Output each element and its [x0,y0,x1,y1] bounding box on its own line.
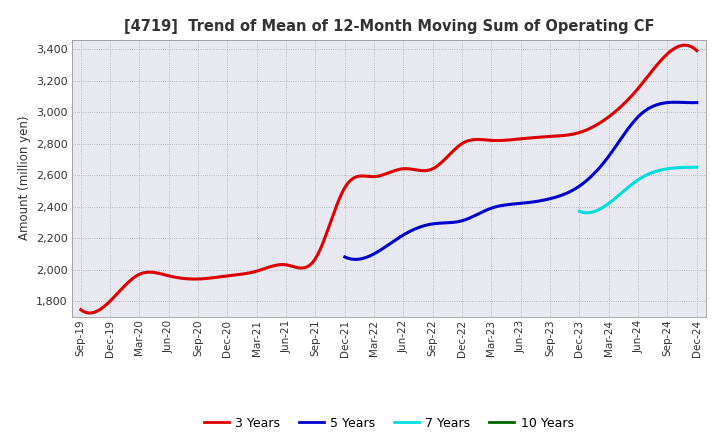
Line: 3 Years: 3 Years [81,45,697,313]
5 Years [557,193,566,198]
3 Years [456,143,464,148]
3 Years [444,154,452,159]
Line: 7 Years: 7 Years [580,167,697,213]
3 Years [693,48,701,53]
3 Years [78,308,87,314]
Line: 5 Years: 5 Years [345,102,697,260]
7 Years [645,171,654,176]
5 Years [552,194,560,200]
Title: [4719]  Trend of Mean of 12-Month Moving Sum of Operating CF: [4719] Trend of Mean of 12-Month Moving … [124,19,654,34]
5 Years [639,110,647,115]
5 Years [351,257,360,262]
5 Years [693,100,701,105]
5 Years [671,99,680,105]
7 Years [693,165,701,170]
3 Years [76,307,85,312]
5 Years [661,100,670,106]
7 Years [682,165,690,170]
7 Years [582,210,591,216]
3 Years [680,43,689,48]
7 Years [575,209,584,214]
5 Years [342,255,351,260]
7 Years [645,171,654,176]
7 Years [647,170,656,176]
Y-axis label: Amount (million yen): Amount (million yen) [17,116,30,240]
3 Years [445,152,454,157]
3 Years [637,82,646,88]
5 Years [550,195,559,200]
7 Years [675,165,683,170]
3 Years [598,119,606,124]
5 Years [341,254,349,260]
7 Years [575,209,584,214]
Legend: 3 Years, 5 Years, 7 Years, 10 Years: 3 Years, 5 Years, 7 Years, 10 Years [199,412,579,435]
3 Years [85,310,94,315]
